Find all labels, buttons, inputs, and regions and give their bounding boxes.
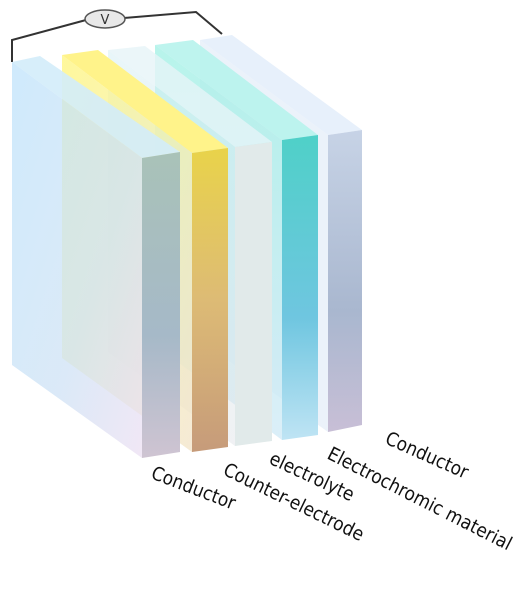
slab-top [12,56,180,158]
slab-front [235,142,272,446]
slab-front [328,130,362,432]
slab-front [192,148,228,452]
slab-top [108,46,272,147]
slab-top [155,40,318,140]
wire [11,19,87,62]
slab-top [200,35,362,135]
slab-front [142,152,180,458]
wire [123,10,223,35]
slab-side [12,62,142,458]
slab-top [62,50,228,153]
voltmeter [84,9,126,29]
voltmeter-label: V [101,13,110,28]
slab-front [282,135,318,440]
